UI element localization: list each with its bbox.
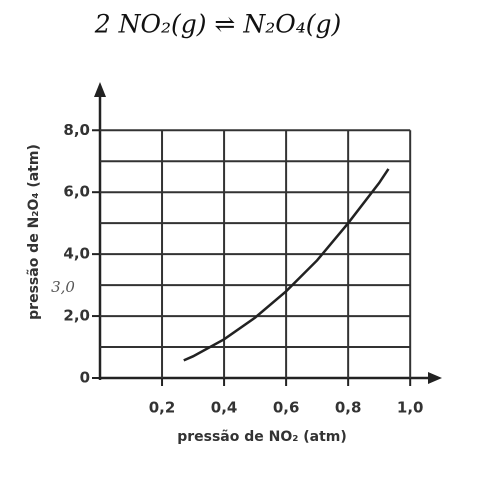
x-axis-arrow: [428, 372, 442, 384]
y-axis-arrow: [94, 82, 106, 97]
x-tick-label: 0,8: [335, 399, 362, 417]
chart-title: 2 NO₂(g) ⇌ N₂O₄(g): [94, 10, 342, 39]
y-tick-label: 4,0: [63, 245, 90, 263]
x-tick-label: 1,0: [397, 399, 424, 417]
data-line: [183, 168, 390, 362]
y-axis-label: pressão de N₂O₄ (atm): [26, 144, 42, 320]
x-tick-label: 0,2: [149, 399, 176, 417]
y-tick-label: 2,0: [63, 307, 90, 325]
y-tick-label: 6,0: [63, 183, 90, 201]
x-tick-label: 0,4: [211, 399, 238, 417]
x-tick-label: 0,6: [273, 399, 300, 417]
y-tick-label: 8,0: [63, 121, 90, 139]
y-tick-label: 0: [80, 369, 90, 387]
x-axis-label: pressão de NO₂ (atm): [177, 429, 347, 445]
annotation: 3,0: [51, 278, 75, 296]
